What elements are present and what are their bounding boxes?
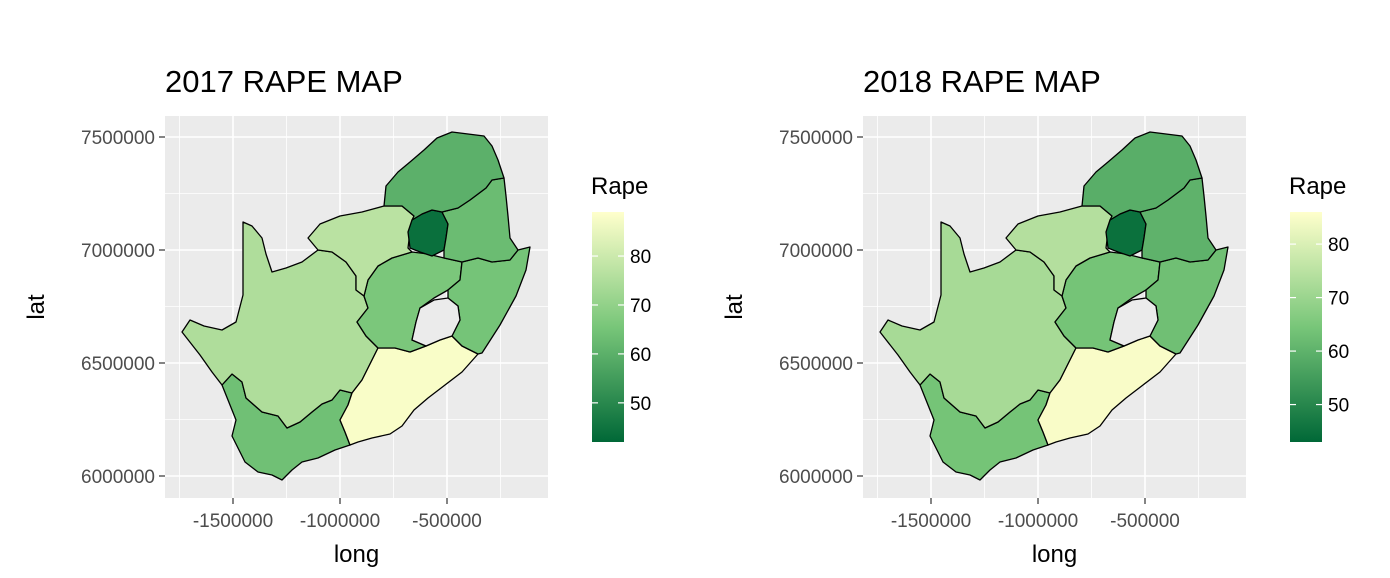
x-tick-label: -1500000 [193, 511, 273, 532]
legend-tick-label: 50 [630, 394, 651, 415]
region-north-west [307, 205, 415, 297]
map-panel-2017: 2017 RAPE MAP 7500000 7000000 6500000 600000… [23, 64, 651, 568]
y-tick-label: 7500000 [779, 128, 853, 149]
x-axis-title: long [1032, 541, 1077, 568]
y-tick-label: 6000000 [779, 467, 853, 488]
legend-tick-label: 70 [630, 296, 651, 317]
x-tick-label: -1000000 [998, 511, 1078, 532]
legend-tick-label: 60 [1328, 342, 1349, 363]
y-tick-label: 6500000 [779, 354, 853, 375]
legend-title: Rape [591, 173, 648, 200]
map-hole [411, 297, 461, 347]
y-tick-label: 7000000 [779, 241, 853, 262]
region-limpopo [383, 131, 505, 221]
legend-colorbar [1290, 212, 1322, 442]
legend-tick-label: 80 [630, 247, 651, 268]
legend-tick-label: 60 [630, 345, 651, 366]
legend-tick-label: 80 [1328, 235, 1349, 256]
region-limpopo [1081, 131, 1203, 221]
map-chart-2017: 2017 RAPE MAP 7500000 7000000 6500000 600000… [23, 64, 651, 568]
y-axis-title: lat [721, 294, 748, 320]
chart-title: 2017 RAPE MAP [165, 64, 403, 99]
legend-tick-label: 70 [1328, 289, 1349, 310]
x-tick-label: -500000 [412, 511, 482, 532]
legend-colorbar [592, 212, 624, 442]
chart-title: 2018 RAPE MAP [863, 64, 1101, 99]
legend-tick-label: 50 [1328, 396, 1349, 417]
y-tick-label: 6000000 [81, 467, 155, 488]
x-axis-title: long [334, 541, 379, 568]
x-tick-label: -1000000 [300, 511, 380, 532]
y-axis-title: lat [23, 294, 50, 320]
map-chart-2018: 2018 RAPE MAP 7500000 7000000 6500000 600000… [721, 64, 1349, 568]
x-tick-label: -500000 [1110, 511, 1180, 532]
y-tick-label: 7000000 [81, 241, 155, 262]
x-tick-label: -1500000 [891, 511, 971, 532]
y-tick-label: 7500000 [81, 128, 155, 149]
legend-title: Rape [1289, 173, 1346, 200]
region-north-west [1005, 205, 1113, 297]
map-hole [1109, 297, 1159, 347]
map-panel-2018: 2018 RAPE MAP 7500000 7000000 6500000 600000… [698, 0, 1390, 578]
y-tick-label: 6500000 [81, 354, 155, 375]
